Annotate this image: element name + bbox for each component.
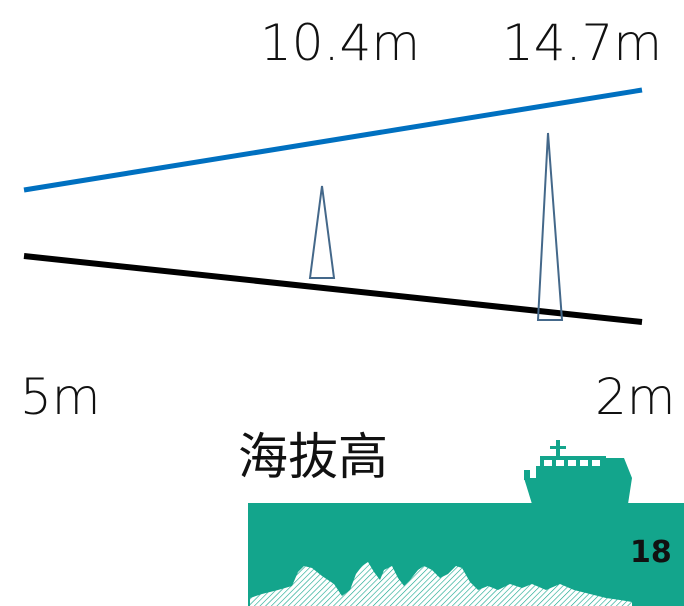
seabed-terrain — [250, 562, 632, 606]
height-label-right: 14.7m — [502, 14, 663, 72]
ship-icon — [524, 440, 632, 504]
upper-level-line — [23, 87, 643, 193]
base-label-left: 5m — [20, 368, 101, 426]
elevation-label: 海抜高 — [238, 428, 388, 486]
base-label-right: 2m — [595, 368, 676, 426]
height-label-left: 10.4m — [260, 14, 421, 72]
height-marker-left — [308, 185, 336, 279]
height-marker-right — [536, 132, 564, 321]
page-number: 18 — [630, 535, 672, 570]
